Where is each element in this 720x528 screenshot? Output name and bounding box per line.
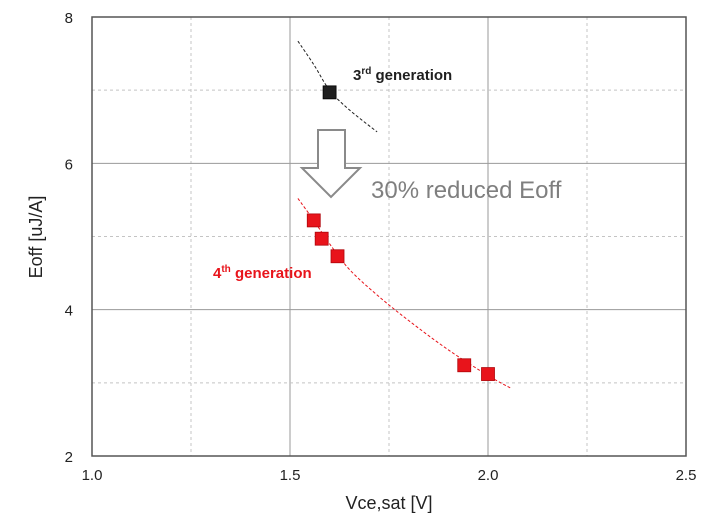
y-tick-label: 6: [65, 156, 73, 173]
x-tick-label: 1.5: [280, 467, 301, 484]
reduction-annotation: 30% reduced Eoff: [371, 177, 562, 204]
y-tick-label: 4: [65, 303, 73, 320]
gen4-label-rest: generation: [231, 265, 312, 282]
x-tick-label: 1.0: [82, 467, 103, 484]
gen4-label-main: 4: [213, 265, 222, 282]
gen4-data-point: [457, 358, 472, 373]
x-tick-label: 2.0: [478, 467, 499, 484]
data-points: [306, 85, 495, 381]
grid-lines: [92, 17, 686, 456]
gen4-label-sup: th: [221, 264, 230, 275]
gen4-data-point: [481, 367, 495, 381]
gen4-data-point: [306, 213, 321, 228]
gen3-label-sup: rd: [361, 66, 371, 77]
gen4-label: 4th generation: [213, 264, 312, 282]
gen4-data-point: [330, 249, 345, 264]
gen3-label-main: 3: [353, 67, 361, 84]
gen3-trend-line: [297, 40, 378, 133]
gen4-trend-line: [297, 198, 513, 390]
y-tick-label: 8: [65, 10, 73, 27]
gen4-data-point: [314, 231, 329, 246]
tick-labels: 1.0 1.5 2.0 2.5 2 4 6 8: [65, 10, 697, 484]
y-axis-label: Eoff [uJ/A]: [26, 196, 46, 279]
y-tick-label: 2: [65, 449, 73, 466]
gen3-data-point: [322, 85, 337, 100]
x-axis-label: Vce,sat [V]: [345, 493, 432, 513]
gen3-label: 3rd generation: [353, 66, 452, 84]
x-tick-label: 2.5: [676, 467, 697, 484]
plot-frame: [91, 16, 687, 457]
gen3-label-rest: generation: [371, 67, 452, 84]
reduction-arrow-icon: [299, 129, 363, 199]
